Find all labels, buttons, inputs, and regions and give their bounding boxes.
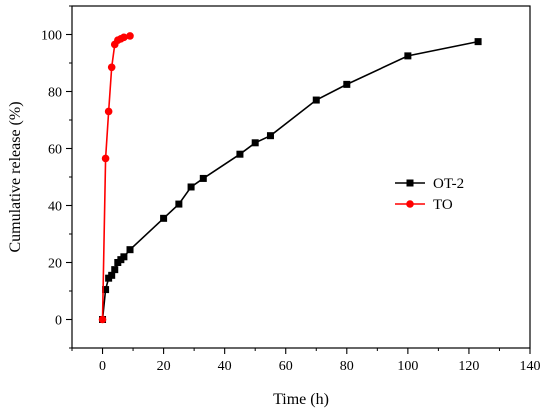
x-tick-label: 120 — [458, 359, 479, 374]
series-to — [98, 32, 134, 324]
data-point — [120, 33, 128, 42]
data-point — [343, 80, 351, 88]
x-axis-title: Time (h) — [273, 391, 329, 408]
data-point — [98, 315, 107, 324]
y-tick-label: 40 — [48, 200, 62, 215]
data-point — [120, 253, 128, 261]
series-layer — [98, 32, 482, 324]
data-point — [160, 214, 168, 222]
x-tick-label: 60 — [279, 359, 293, 374]
data-point — [266, 132, 274, 140]
data-point — [187, 183, 195, 191]
x-tick-label: 0 — [99, 359, 106, 374]
data-point — [404, 52, 412, 60]
legend-label: OT-2 — [433, 176, 464, 192]
data-point — [101, 154, 110, 163]
x-tick-label: 80 — [340, 359, 354, 374]
y-tick-label: 20 — [48, 257, 62, 272]
legend-marker — [406, 200, 414, 208]
legend-label: TO — [433, 197, 453, 213]
legend-marker — [406, 179, 414, 187]
data-point — [104, 107, 113, 116]
data-point — [108, 271, 116, 279]
data-point — [199, 174, 207, 182]
x-tick-label: 20 — [157, 359, 171, 374]
data-point — [236, 150, 244, 158]
x-tick-label: 40 — [218, 359, 232, 374]
data-point — [126, 246, 134, 254]
data-point — [175, 200, 183, 208]
data-point — [474, 38, 482, 46]
data-point — [312, 96, 320, 104]
legend-item: TO — [395, 197, 453, 213]
data-point — [111, 266, 119, 274]
y-tick-label: 80 — [48, 86, 62, 101]
y-tick-label: 60 — [48, 143, 62, 158]
legend: OT-2 TO — [395, 176, 464, 213]
y-axis-title: Cumulative release (%) — [7, 101, 24, 252]
y-tick-label: 100 — [41, 29, 62, 44]
x-tick-label: 100 — [397, 359, 418, 374]
x-tick-label: 140 — [520, 359, 541, 374]
data-point — [102, 286, 110, 294]
series-line — [101, 40, 479, 320]
data-point — [251, 139, 259, 147]
ticks-layer: 0 20 40 60 80 100 120 140 0 20 40 60 80 100 — [41, 5, 541, 374]
series-ot-2 — [99, 38, 482, 323]
data-point — [126, 32, 134, 40]
legend-item: OT-2 — [395, 176, 464, 192]
y-tick-label: 0 — [55, 314, 62, 329]
data-point — [107, 63, 116, 72]
